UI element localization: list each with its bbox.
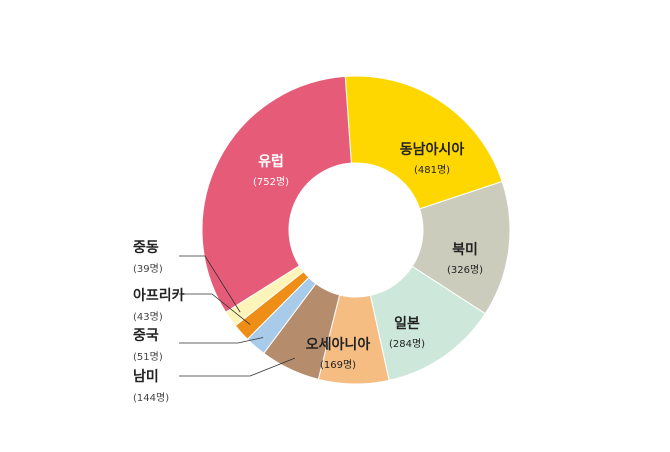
slice-count-1: (326명) [447,264,483,276]
slice-count-4: (144명) [133,392,169,404]
slice-label-3: 오세아니아 [306,336,371,353]
slice-label-1: 북미 [452,242,478,258]
slice-count-8: (752명) [253,176,289,188]
slice-label-5: 중국 [133,328,159,344]
leader-line-4 [179,357,296,377]
leader-line-7 [179,255,241,313]
labels-group: 동남아시아 (481명) 북미 (326명) 일본 (284명) 오세아니아 (169명) 남미… [133,141,483,404]
slice-count-5: (51명) [133,351,163,363]
slice-0 [344,75,503,210]
slice-label-0: 동남아시아 [400,141,465,158]
slice-count-6: (43명) [133,311,163,323]
slice-1 [411,180,511,315]
slice-count-3: (169명) [320,359,356,371]
leader-lines-group [179,255,296,377]
slice-8 [201,75,352,313]
slice-count-2: (284명) [389,338,425,350]
slice-count-7: (39명) [133,263,163,275]
slice-label-6: 아프리카 [133,287,185,304]
slices-group [201,75,511,385]
leader-line-6 [179,293,251,325]
slice-label-4: 남미 [133,368,159,385]
leader-line-5 [179,337,264,344]
slice-label-7: 중동 [133,240,159,256]
slice-label-2: 일본 [394,316,420,332]
slice-count-0: (481명) [414,164,450,176]
slice-label-8: 유럽 [258,154,284,170]
